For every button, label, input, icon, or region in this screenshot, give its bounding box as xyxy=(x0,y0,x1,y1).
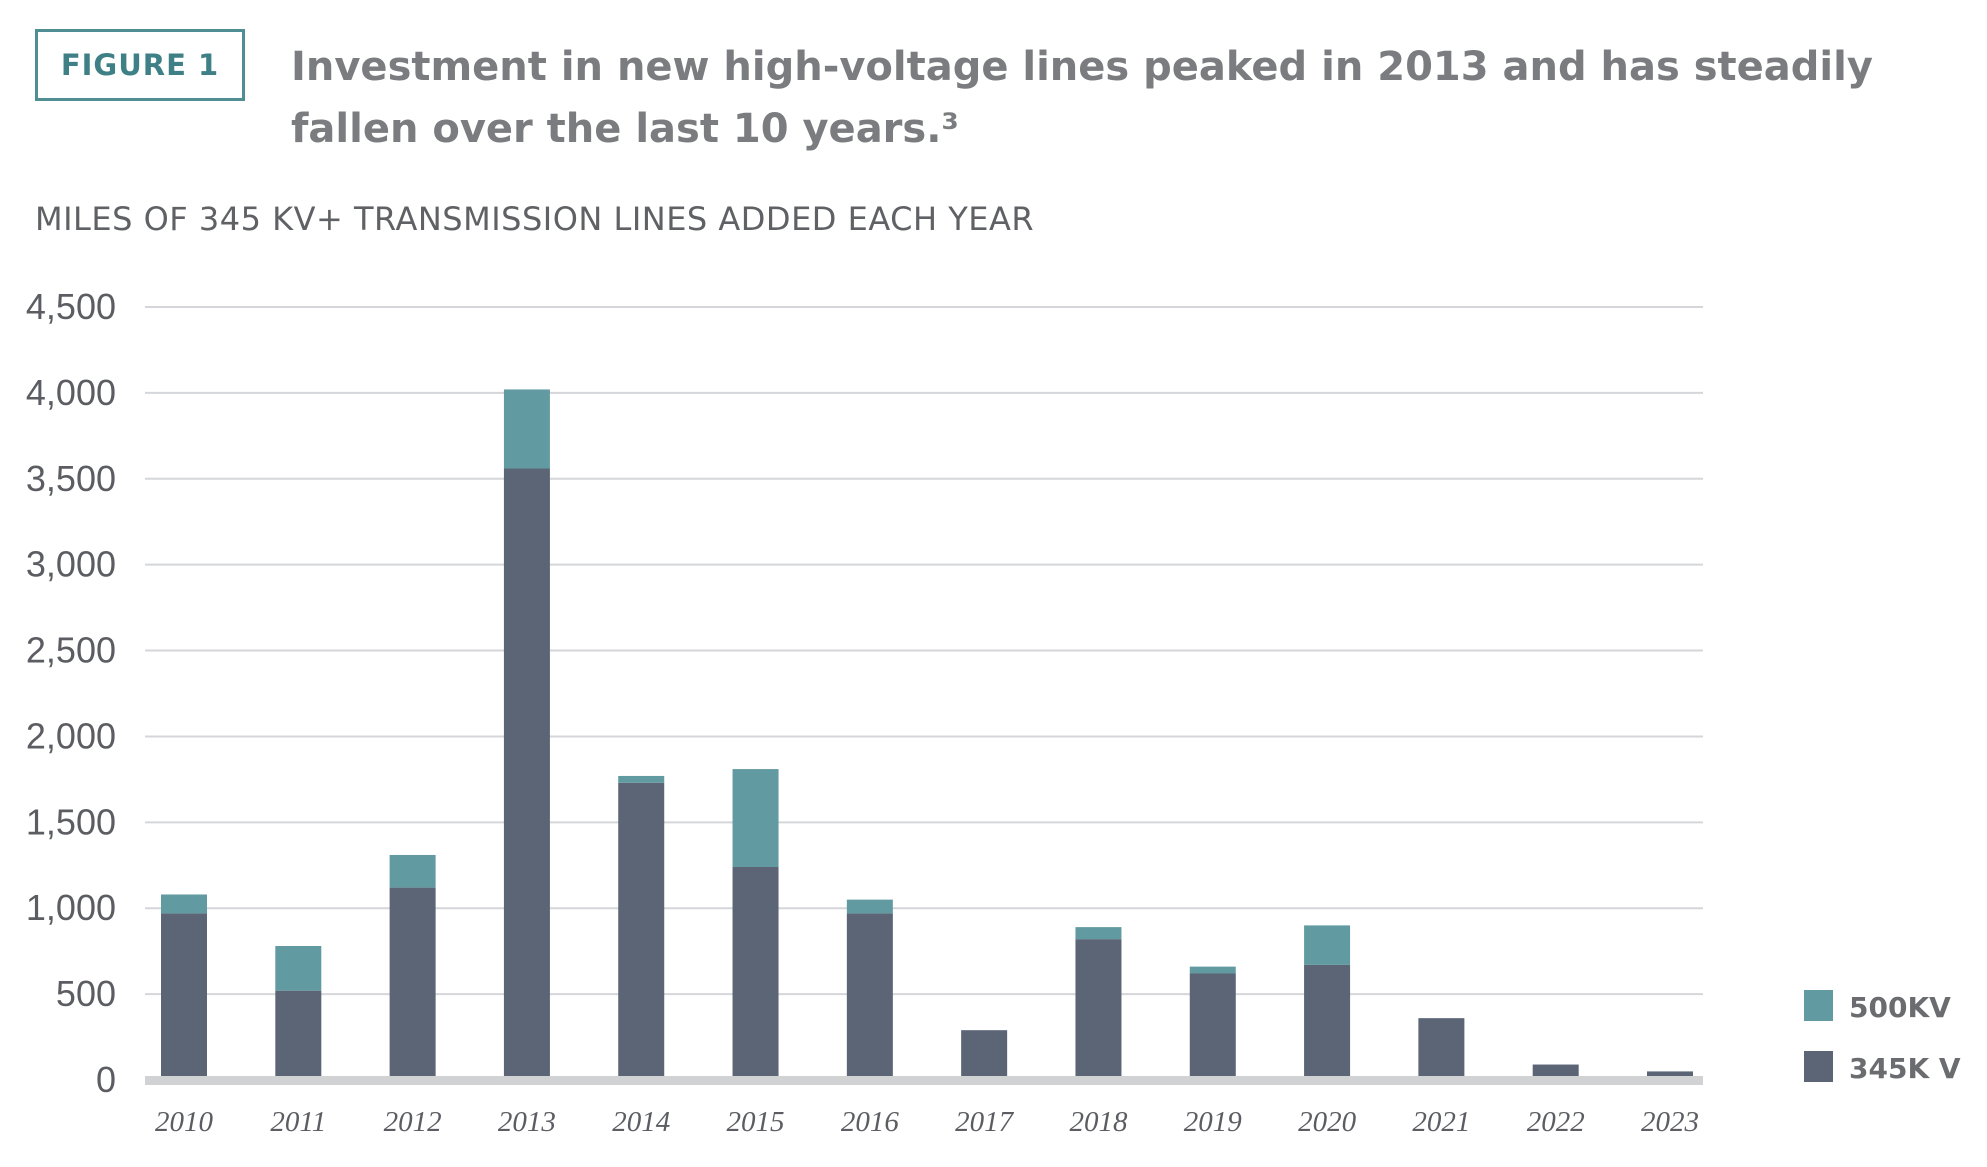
x-tick-label: 2015 xyxy=(727,1106,785,1138)
bar-2012-345kv xyxy=(389,887,436,1080)
bar-2023-345kv xyxy=(1647,1071,1693,1080)
bar-2020-500kv xyxy=(1304,925,1351,965)
x-tick-label: 2019 xyxy=(1184,1106,1243,1138)
y-tick-label: 1,000 xyxy=(26,887,116,928)
x-tick-label: 2016 xyxy=(841,1106,900,1138)
x-tick-label: 2012 xyxy=(384,1106,442,1138)
bar-2019-345kv xyxy=(1189,973,1236,1080)
x-axis: 2010 2011 2012 2013 2014 2015 2016 2017 2018 2019… xyxy=(145,1076,1703,1138)
legend-swatch-345kv xyxy=(1804,1051,1833,1082)
bar-2016-500kv xyxy=(846,899,893,914)
bar-2015-500kv xyxy=(732,769,779,867)
bar-2015-345kv xyxy=(732,866,779,1080)
x-tick-label: 2020 xyxy=(1298,1106,1357,1138)
chart-title: Investment in new high-voltage lines pea… xyxy=(291,44,1873,152)
bar-2012-500kv xyxy=(389,854,436,888)
legend-label: 345K V xyxy=(1849,1052,1961,1085)
chart-subtitle: MILES OF 345 KV+ TRANSMISSION LINES ADDE… xyxy=(35,200,1035,238)
x-tick-label: 2017 xyxy=(955,1106,1015,1138)
x-tick-label: 2022 xyxy=(1527,1106,1585,1138)
bar-2013-500kv xyxy=(503,389,550,469)
y-tick-label: 2,000 xyxy=(26,715,116,756)
y-tick-label: 4,500 xyxy=(26,286,116,327)
bar-2014-345kv xyxy=(618,782,665,1080)
bar-2018-345kv xyxy=(1075,939,1122,1080)
x-tick-label: 2014 xyxy=(612,1106,670,1138)
bar-2021-345kv xyxy=(1418,1018,1465,1080)
bar-2010-500kv xyxy=(161,894,207,914)
y-tick-label: 1,500 xyxy=(26,801,116,842)
y-tick-label: 3,000 xyxy=(26,544,116,585)
x-tick-label: 2018 xyxy=(1069,1106,1128,1138)
y-tick-label: 0 xyxy=(96,1059,116,1100)
x-tick-label: 2021 xyxy=(1412,1106,1470,1138)
bar-2013-345kv xyxy=(503,468,550,1081)
y-tick-label: 2,500 xyxy=(26,630,116,671)
bar-2019-500kv xyxy=(1189,966,1236,974)
y-axis: 0 500 1,000 1,500 2,000 2,500 3,000 3,500 4,000 4… xyxy=(26,286,116,1100)
legend: 500KV 345K V xyxy=(1804,990,1961,1085)
legend-swatch-500kv xyxy=(1804,990,1833,1021)
bar-2011-345kv xyxy=(275,990,322,1080)
bar-2014-500kv xyxy=(618,775,665,783)
y-tick-label: 4,000 xyxy=(26,372,116,413)
y-tick-label: 500 xyxy=(56,973,116,1014)
x-tick-label: 2011 xyxy=(270,1106,326,1138)
legend-label: 500KV xyxy=(1849,991,1951,1024)
bar-2018-500kv xyxy=(1075,927,1122,940)
bar-2011-500kv xyxy=(275,946,322,991)
y-tick-label: 3,500 xyxy=(26,458,116,499)
bar-2010-345kv xyxy=(161,913,207,1080)
bar-2017-345kv xyxy=(961,1030,1008,1080)
figure-label-badge: FIGURE 1 xyxy=(35,29,245,101)
bars xyxy=(161,389,1693,1081)
x-tick-label: 2023 xyxy=(1641,1106,1699,1138)
x-axis-baseline xyxy=(145,1076,1703,1085)
figure-label: FIGURE 1 xyxy=(60,48,220,82)
bar-2016-345kv xyxy=(846,913,893,1080)
bar-2020-345kv xyxy=(1304,964,1351,1080)
x-tick-label: 2010 xyxy=(155,1106,214,1138)
grid-lines xyxy=(145,306,1703,996)
x-tick-label: 2013 xyxy=(498,1106,556,1138)
